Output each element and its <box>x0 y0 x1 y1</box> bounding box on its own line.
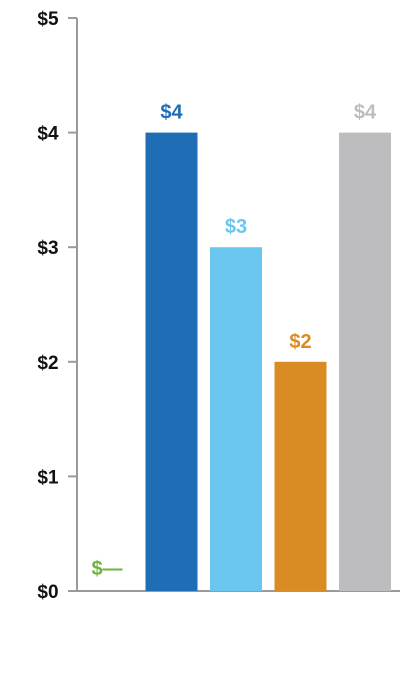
bar-4 <box>274 361 327 591</box>
y-tick-label: $4 <box>37 124 59 145</box>
bar-2 <box>145 132 198 591</box>
data-label-4: $2 <box>289 331 311 353</box>
bar-3 <box>210 247 262 591</box>
data-label-5: $4 <box>354 102 377 124</box>
y-tick-label: $5 <box>37 9 59 30</box>
y-tick-label: $3 <box>37 238 58 259</box>
y-tick-label: $0 <box>37 582 58 603</box>
bar-5 <box>339 132 391 591</box>
data-label-2: $4 <box>160 102 183 124</box>
data-label-1: $— <box>91 558 122 580</box>
y-tick-label: $2 <box>37 353 58 374</box>
data-label-3: $3 <box>225 216 247 238</box>
y-tick-label: $1 <box>37 467 59 488</box>
